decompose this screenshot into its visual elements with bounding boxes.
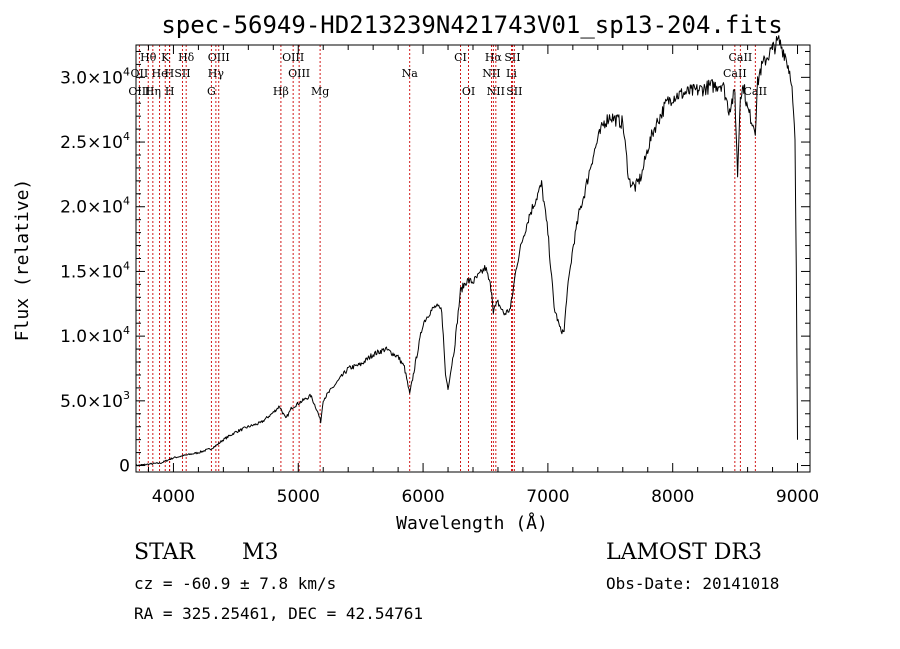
x-tick-label: 4000 — [152, 487, 195, 507]
spectral-subclass: M3 — [242, 540, 279, 565]
y-tick-mantissa: 2.0×10 — [60, 198, 123, 218]
spectrum-series — [135, 35, 798, 467]
plot-frame — [135, 44, 811, 473]
spectrum-line — [135, 35, 798, 467]
line-marker-label: CaII — [723, 67, 747, 80]
x-tick-label: 6000 — [401, 487, 444, 507]
line-marker-label: CaII — [743, 85, 767, 98]
y-tick-label: 5.0×103 — [60, 389, 130, 412]
line-marker-label: OIII — [128, 85, 150, 98]
x-tick-label: 7000 — [526, 487, 569, 507]
line-marker-label: Hη — [145, 85, 161, 98]
line-marker-label: Mg — [311, 85, 329, 98]
y-tick-label: 1.0×104 — [60, 324, 130, 347]
line-marker-label: OIII — [208, 51, 230, 64]
x-axis-label: Wavelength (Å) — [396, 512, 548, 534]
line-marker-label: Li — [506, 67, 517, 80]
y-tick-mantissa: 1.5×10 — [60, 262, 123, 282]
observation-date: Obs-Date: 20141018 — [606, 574, 780, 593]
y-tick-mantissa: 5.0×10 — [60, 392, 123, 412]
x-tick-label: 9000 — [776, 487, 819, 507]
x-tick-label: 5000 — [277, 487, 320, 507]
line-marker-label: NII — [487, 85, 505, 98]
object-type: STAR — [134, 540, 195, 565]
line-marker-label: H — [165, 85, 175, 98]
y-tick-label: 2.5×104 — [60, 130, 130, 153]
x-axis: 4000 5000 6000 7000 8000 9000 — [147, 45, 819, 507]
line-marker-label: Hβ — [273, 85, 289, 98]
y-tick-label: 2.0×104 — [60, 195, 130, 218]
y-tick-exponent: 4 — [123, 324, 130, 337]
line-marker-label: OI — [462, 85, 475, 98]
y-axis: 05.0×1031.0×1041.5×1042.0×1042.5×1043.0×… — [60, 50, 810, 477]
velocity-readout: cz = -60.9 ± 7.8 km/s — [134, 574, 337, 593]
line-marker-label: SII — [504, 51, 520, 64]
x-tick-label: 8000 — [651, 487, 694, 507]
y-tick-exponent: 4 — [123, 65, 130, 78]
y-tick-label: 0 — [119, 457, 130, 477]
y-tick-exponent: 3 — [123, 389, 130, 402]
line-marker-label: CI — [454, 51, 467, 64]
y-tick-exponent: 4 — [123, 195, 130, 208]
y-tick-mantissa: 2.5×10 — [60, 133, 123, 153]
line-marker-label: Na — [402, 67, 419, 80]
y-tick-label: 1.5×104 — [60, 259, 130, 282]
line-marker-label: G — [207, 85, 216, 98]
line-marker-label: He — [152, 67, 168, 80]
y-tick-mantissa: 0 — [119, 457, 130, 477]
line-marker-label: SII — [506, 85, 522, 98]
line-marker-label: SII — [174, 67, 190, 80]
survey-name: LAMOST DR3 — [606, 540, 762, 565]
chart-title: spec-56949-HD213239N421743V01_sp13-204.f… — [161, 11, 782, 39]
line-marker-label: Hδ — [178, 51, 195, 64]
line-marker-label: NII — [482, 67, 500, 80]
y-tick-exponent: 4 — [123, 130, 130, 143]
y-tick-label: 3.0×104 — [60, 65, 130, 88]
coordinates-readout: RA = 325.25461, DEC = 42.54761 — [134, 604, 423, 623]
line-marker-label: OII — [131, 67, 149, 80]
line-marker-label: Hθ — [140, 51, 157, 64]
line-marker-label: OIII — [288, 67, 310, 80]
line-marker-label: Hγ — [208, 67, 225, 80]
y-axis-label: Flux (relative) — [12, 179, 33, 342]
line-markers: HθKHδOIIIOIIICIHαSIICaIIOIIHeHSIIHγOIIIN… — [128, 45, 767, 472]
line-marker-label: OIII — [282, 51, 304, 64]
line-marker-label: K — [161, 51, 170, 64]
line-marker-label: CaII — [729, 51, 753, 64]
y-tick-exponent: 4 — [123, 259, 130, 272]
y-tick-mantissa: 1.0×10 — [60, 327, 123, 347]
y-tick-mantissa: 3.0×10 — [60, 68, 123, 88]
line-marker-label: Hα — [485, 51, 503, 64]
